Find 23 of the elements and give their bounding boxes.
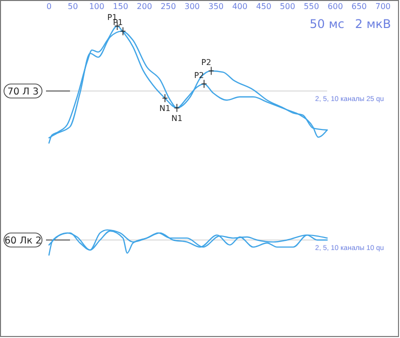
x-tick-label: 400	[232, 2, 248, 11]
x-tick-label: 700	[375, 2, 391, 11]
annotation: 50 мс	[310, 17, 344, 31]
x-tick-label: 0	[46, 2, 52, 11]
x-tick-label: 650	[352, 2, 367, 11]
x-tick-label: 600	[328, 2, 343, 11]
y-axis-title: 60 Лк 2	[4, 236, 42, 246]
x-tick-label: 500	[280, 2, 296, 11]
x-tick-label: 350	[208, 2, 224, 11]
annotation: P2	[194, 70, 204, 80]
x-tick-label: 250	[160, 2, 176, 11]
x-tick-label: 150	[112, 2, 128, 11]
x-tick-label: 300	[184, 2, 200, 11]
annotation: P2	[201, 58, 212, 67]
x-tick-label: 100	[89, 2, 104, 11]
annotation: N1	[171, 114, 182, 123]
annotation: 2 мкВ	[355, 17, 391, 31]
x-tick-label: 50	[68, 2, 78, 11]
x-tick-label: 450	[256, 2, 272, 11]
x-tick-label: 200	[136, 2, 152, 11]
y-axis-title: 70 Л 3	[7, 86, 39, 98]
annotation: N1	[159, 104, 170, 114]
x-tick-label: 550	[304, 2, 320, 11]
